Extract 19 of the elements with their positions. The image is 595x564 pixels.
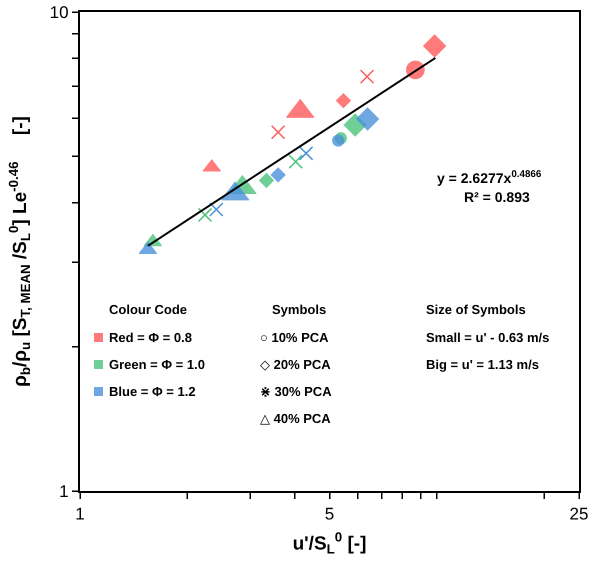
x-axis-title: u'/S$_{L}$$^{0}$ [-] bbox=[292, 530, 366, 557]
annotation: Colour Code bbox=[109, 302, 187, 317]
annotation: Green = Φ = 1.0 bbox=[109, 357, 205, 372]
annotation: Size of Symbols bbox=[426, 302, 526, 317]
y-tick-label: 10 bbox=[50, 2, 69, 22]
annotation: ⋇ 30% PCA bbox=[260, 384, 332, 399]
annotation: y = 2.6277x$^{0.4866}$ bbox=[437, 169, 542, 186]
x-tick-label: 5 bbox=[324, 504, 334, 524]
annotation: Big = u' = 1.13 m/s bbox=[426, 357, 539, 372]
annotation: △ 40% PCA bbox=[260, 411, 332, 426]
x-tick-label: 1 bbox=[75, 504, 85, 524]
annotation: Red = Φ = 0.8 bbox=[109, 330, 192, 345]
annotation: R² = 0.893 bbox=[464, 189, 530, 205]
x-tick-label: 25 bbox=[570, 504, 588, 524]
annotation: Small = u' - 0.63 m/s bbox=[426, 330, 550, 345]
annotation: ○ 10% PCA bbox=[260, 330, 330, 345]
annotation: Symbols bbox=[272, 302, 326, 317]
annotation: Blue = Φ = 1.2 bbox=[109, 384, 196, 399]
annotation: ◇ 20% PCA bbox=[260, 357, 332, 372]
